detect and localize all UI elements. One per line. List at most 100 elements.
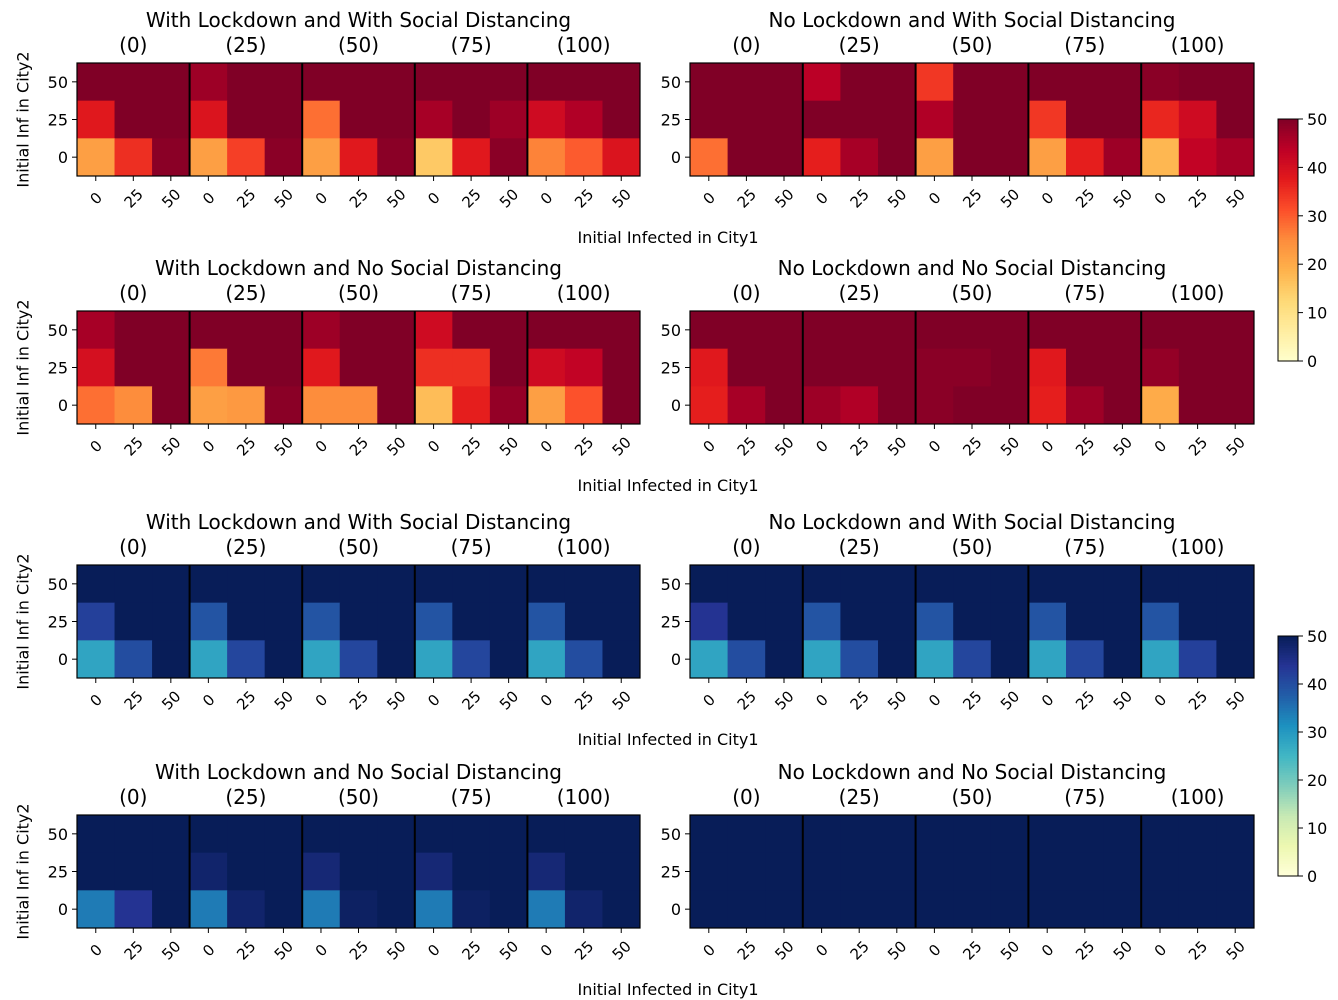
heatmap-cell	[1141, 565, 1180, 604]
colorbar-segment	[1278, 210, 1298, 214]
colorbar-segment	[1278, 660, 1298, 663]
colorbar-segment	[1278, 784, 1298, 788]
colorbar-segment	[1278, 751, 1298, 755]
heatmap-cell	[878, 565, 917, 604]
heatmap-cell	[152, 386, 191, 425]
heatmap-cell	[727, 63, 766, 102]
heatmap-cell	[1028, 348, 1067, 387]
heatmap-cell	[302, 602, 341, 641]
colorbar-segment	[1278, 873, 1298, 877]
heatmap-cell	[264, 348, 303, 387]
colorbar-segment	[1278, 235, 1298, 239]
x-tick-label: 25	[121, 185, 147, 211]
colorbar-segment	[1278, 300, 1298, 304]
x-tick-label: 0	[312, 437, 331, 456]
heatmap-cell	[1141, 852, 1180, 891]
heatmap-cell	[189, 565, 228, 604]
heatmap-cell	[802, 348, 841, 387]
x-tick-label: 0	[86, 437, 105, 456]
colorbar-segment	[1278, 688, 1298, 692]
heatmap-cell	[414, 348, 453, 387]
heatmap-cell	[152, 565, 191, 604]
heatmap-cell	[564, 852, 603, 891]
subgroup-label: (50)	[951, 33, 992, 57]
heatmap-cell	[765, 311, 804, 350]
subgroup-label: (75)	[451, 535, 492, 559]
y-tick-label: 50	[661, 73, 681, 92]
colorbar-segment	[1278, 196, 1298, 200]
x-tick-label: 50	[609, 937, 635, 963]
heatmap-cell	[564, 138, 603, 177]
colorbar-segment	[1278, 334, 1298, 338]
colorbar-segment	[1278, 285, 1298, 289]
colorbar-segment	[1278, 638, 1298, 642]
y-tick-label: 0	[671, 148, 681, 167]
colorbar-segment	[1278, 256, 1298, 260]
heatmap-cell	[840, 640, 879, 679]
heatmap-cell	[339, 386, 378, 425]
x-tick-label: 50	[609, 185, 635, 211]
colorbar-segment	[1278, 169, 1298, 173]
heatmap-cell	[802, 311, 841, 350]
colorbar-segment	[1278, 700, 1298, 704]
heatmap-cell	[802, 63, 841, 102]
heatmap-cell	[1178, 890, 1217, 929]
heatmap-cell	[77, 348, 116, 387]
x-tick-label: 50	[1110, 937, 1136, 963]
x-tick-label: 50	[771, 687, 797, 713]
x-tick-label: 0	[1038, 437, 1057, 456]
x-tick-label: 0	[199, 437, 218, 456]
heatmap-cell	[227, 348, 266, 387]
x-tick-label: 50	[1223, 687, 1249, 713]
colorbar-segment	[1278, 823, 1298, 827]
x-tick-label: 0	[199, 189, 218, 208]
x-tick-label: 0	[1038, 941, 1057, 960]
x-tick-label: 0	[537, 189, 556, 208]
heatmap-cell	[990, 640, 1029, 679]
colorbar-segment	[1278, 691, 1298, 695]
colorbar-segment	[1278, 327, 1298, 331]
colorbar-segment	[1278, 227, 1298, 231]
heatmap-cell	[602, 100, 641, 139]
colorbar-segment	[1278, 789, 1298, 793]
heatmap-cell	[690, 565, 729, 604]
panel-title: No Lockdown and With Social Distancing	[769, 510, 1176, 534]
heatmap-cell	[1141, 815, 1180, 854]
heatmap-cell	[1028, 100, 1067, 139]
heatmap-cell	[878, 348, 917, 387]
colorbar-segment	[1278, 727, 1298, 731]
heatmap-cell	[564, 311, 603, 350]
heatmap-cell	[189, 852, 228, 891]
colorbar-segment	[1278, 782, 1298, 786]
colorbar-tick-label: 50	[1307, 627, 1327, 646]
heatmap-cell	[527, 348, 566, 387]
heatmap-cell	[765, 852, 804, 891]
heatmap-cell	[840, 63, 879, 102]
x-tick-label: 0	[86, 691, 105, 710]
y-tick-label: 25	[661, 111, 681, 130]
colorbar-segment	[1278, 650, 1298, 654]
heatmap-cell	[1216, 852, 1255, 891]
heatmap-cell	[264, 602, 303, 641]
x-tick-label: 50	[771, 937, 797, 963]
subgroup-label: (0)	[732, 535, 760, 559]
x-tick-label: 50	[884, 687, 910, 713]
colorbar-segment	[1278, 830, 1298, 834]
heatmap-cell	[377, 890, 416, 929]
heatmap-cell	[953, 348, 992, 387]
heatmap-cell	[727, 852, 766, 891]
heatmap-cell	[840, 890, 879, 929]
heatmap-cell	[114, 815, 153, 854]
subgroup-label: (100)	[1171, 281, 1225, 305]
heatmap-cell	[77, 311, 116, 350]
colorbar-segment	[1278, 679, 1298, 683]
heatmap-cell	[114, 138, 153, 177]
heatmap-cell	[452, 890, 491, 929]
heatmap-cell	[189, 311, 228, 350]
colorbar-tick-label: 50	[1307, 110, 1327, 129]
colorbar-segment	[1278, 206, 1298, 210]
subgroup-label: (75)	[1064, 535, 1105, 559]
heatmap-cell	[339, 815, 378, 854]
heatmap-cell	[915, 138, 954, 177]
x-tick-label: 0	[812, 437, 831, 456]
